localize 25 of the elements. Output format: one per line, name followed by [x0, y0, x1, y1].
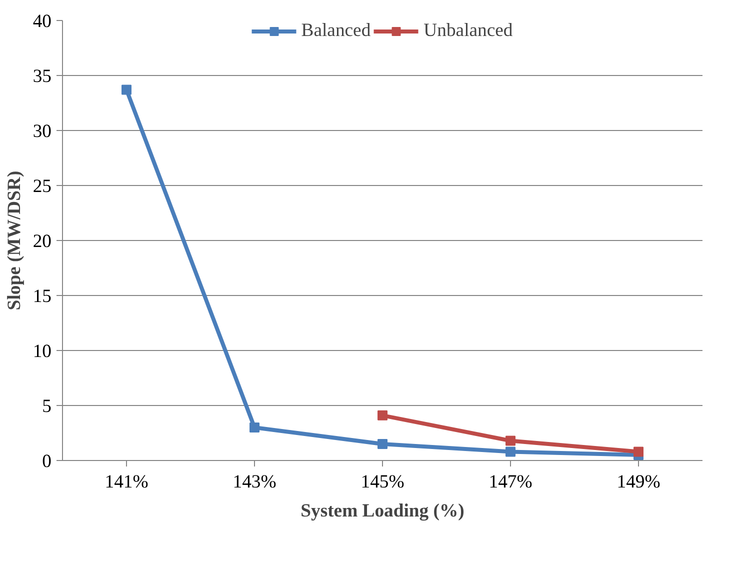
- x-tick-label: 143%: [232, 472, 276, 492]
- x-tick-label: 145%: [360, 472, 404, 492]
- point: [378, 439, 388, 449]
- y-tick-label: 25: [32, 176, 52, 197]
- x-axis-title: System Loading (%): [300, 500, 464, 522]
- y-tick-label: 15: [32, 286, 52, 307]
- y-tick-label: 10: [32, 341, 52, 362]
- y-tick-label: 0: [42, 451, 52, 472]
- point: [250, 422, 260, 432]
- point: [122, 84, 132, 95]
- point: [634, 446, 644, 457]
- x-tick-label: 141%: [104, 472, 148, 492]
- x-tick-label: 149%: [616, 472, 660, 492]
- y-tick-label: 40: [32, 11, 52, 32]
- legend-label: Balanced: [301, 20, 371, 42]
- y-tick-label: 5: [42, 396, 52, 417]
- point: [506, 436, 516, 446]
- point: [506, 446, 516, 457]
- y-axis-title: Slope (MW/DSR): [4, 170, 25, 310]
- point: [378, 410, 388, 420]
- y-tick-label: 20: [32, 231, 52, 252]
- y-tick-label: 30: [32, 121, 52, 142]
- x-tick-label: 147%: [488, 472, 532, 492]
- legend-label: Unbalanced: [424, 20, 513, 42]
- y-tick-label: 35: [32, 66, 52, 87]
